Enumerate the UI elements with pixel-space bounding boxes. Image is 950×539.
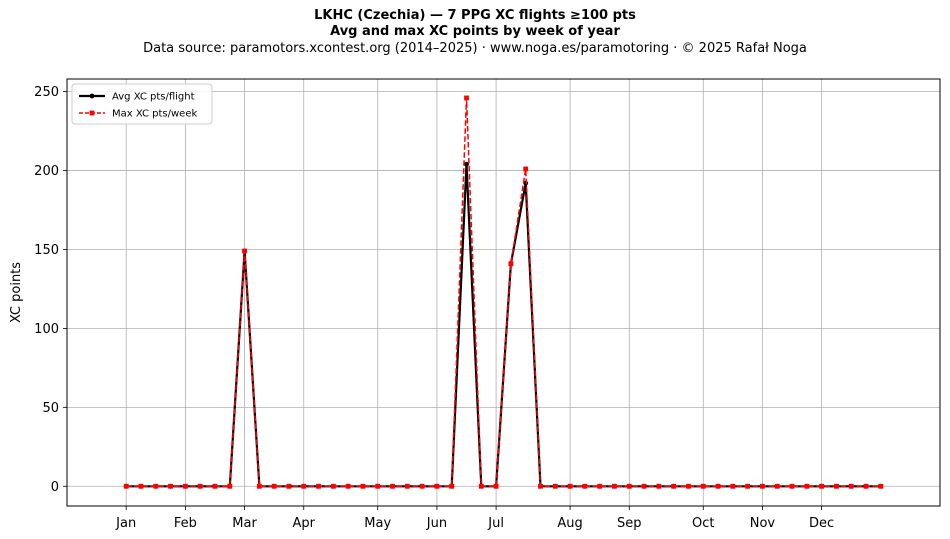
legend-marker	[89, 93, 95, 99]
plot-frame	[66, 78, 941, 507]
x-tick-label: May	[364, 516, 391, 531]
data-point	[227, 483, 233, 489]
x-tick-label: Jun	[426, 516, 447, 531]
data-point	[774, 483, 780, 489]
data-point	[316, 483, 321, 489]
data-point	[745, 483, 751, 489]
y-tick-label: 250	[34, 85, 59, 100]
x-tick-label: Nov	[750, 516, 776, 531]
x-tick-label: Aug	[557, 516, 582, 531]
data-point	[212, 483, 218, 489]
legend-box	[71, 83, 213, 125]
x-tick-label: Sep	[617, 516, 642, 531]
legend-label: Max XC pts/week	[112, 109, 197, 120]
data-point	[819, 483, 825, 489]
chart-subtitle: Avg and max XC points by week of year	[330, 24, 620, 39]
data-point	[656, 483, 662, 489]
grid	[67, 79, 940, 506]
data-point	[153, 483, 159, 489]
data-point	[641, 483, 647, 489]
data-point	[789, 483, 795, 489]
data-point	[138, 483, 144, 489]
data-point	[123, 483, 129, 489]
legend-entry: Max XC pts/week	[79, 109, 197, 120]
data-point	[449, 483, 455, 489]
series-line	[126, 97, 881, 488]
data-point	[404, 483, 410, 489]
data-point	[478, 483, 484, 489]
data-point	[434, 483, 440, 489]
data-point	[375, 483, 381, 489]
y-tick-label: 50	[42, 401, 59, 416]
data-point	[390, 483, 395, 489]
legend-label: Avg XC pts/flight	[112, 92, 195, 103]
data-point	[271, 483, 277, 489]
x-tick-label: Jan	[115, 516, 136, 531]
legend: Avg XC pts/flight Max XC pts/week	[71, 83, 213, 125]
data-point	[360, 483, 366, 489]
data-point	[834, 483, 839, 489]
data-point	[464, 95, 469, 101]
x-tick-label: Apr	[292, 516, 315, 531]
data-point	[582, 483, 588, 489]
y-tick-label: 200	[34, 164, 59, 179]
data-point	[686, 483, 691, 489]
data-point	[464, 161, 469, 167]
data-point	[493, 483, 499, 489]
data-point	[730, 483, 736, 489]
data-point	[301, 483, 307, 489]
y-axis-title: XC points	[9, 262, 24, 323]
title-block: LKHC (Czechia) — 7 PPG XC flights ≥100 p…	[0, 8, 950, 58]
y-tick-label: 0	[51, 480, 59, 495]
data-point	[804, 483, 810, 489]
data-point	[168, 483, 173, 489]
legend-marker	[89, 110, 95, 116]
series-max	[123, 95, 884, 489]
data-point	[523, 166, 529, 172]
data-point	[612, 483, 617, 489]
y-tick-label: 150	[34, 243, 59, 258]
data-point	[878, 483, 884, 489]
x-tick-label: Feb	[174, 516, 197, 531]
data-point	[671, 483, 677, 489]
axes: Jan Feb Mar Apr May Jun Jul Aug Sep Oct Nov Dec 0 50 1…	[34, 85, 834, 531]
data-point	[286, 483, 292, 489]
series-avg	[123, 161, 884, 489]
data-point	[242, 248, 247, 254]
legend-entry: Avg XC pts/flight	[79, 92, 195, 103]
data-point	[330, 483, 336, 489]
data-point	[182, 483, 188, 489]
series-layer	[123, 95, 884, 489]
x-tick-label: Jul	[487, 516, 504, 531]
source-note: Data source: paramotors.xcontest.org (20…	[143, 41, 807, 56]
data-point	[597, 483, 603, 489]
data-point	[419, 483, 425, 489]
x-tick-label: Dec	[809, 516, 834, 531]
data-point	[552, 483, 558, 489]
chart-title: LKHC (Czechia) — 7 PPG XC flights ≥100 p…	[314, 8, 636, 23]
x-tick-label: Mar	[232, 516, 257, 531]
y-tick-label: 100	[34, 322, 59, 337]
data-point	[197, 483, 203, 489]
data-point	[538, 483, 543, 489]
x-tick-label: Oct	[692, 516, 714, 531]
data-point	[700, 483, 706, 489]
data-point	[760, 483, 765, 489]
data-point	[567, 483, 573, 489]
data-point	[715, 483, 721, 489]
data-point	[345, 483, 351, 489]
data-point	[626, 483, 632, 489]
data-point	[256, 483, 262, 489]
data-point	[848, 483, 854, 489]
data-point	[508, 261, 514, 267]
data-point	[863, 483, 869, 489]
